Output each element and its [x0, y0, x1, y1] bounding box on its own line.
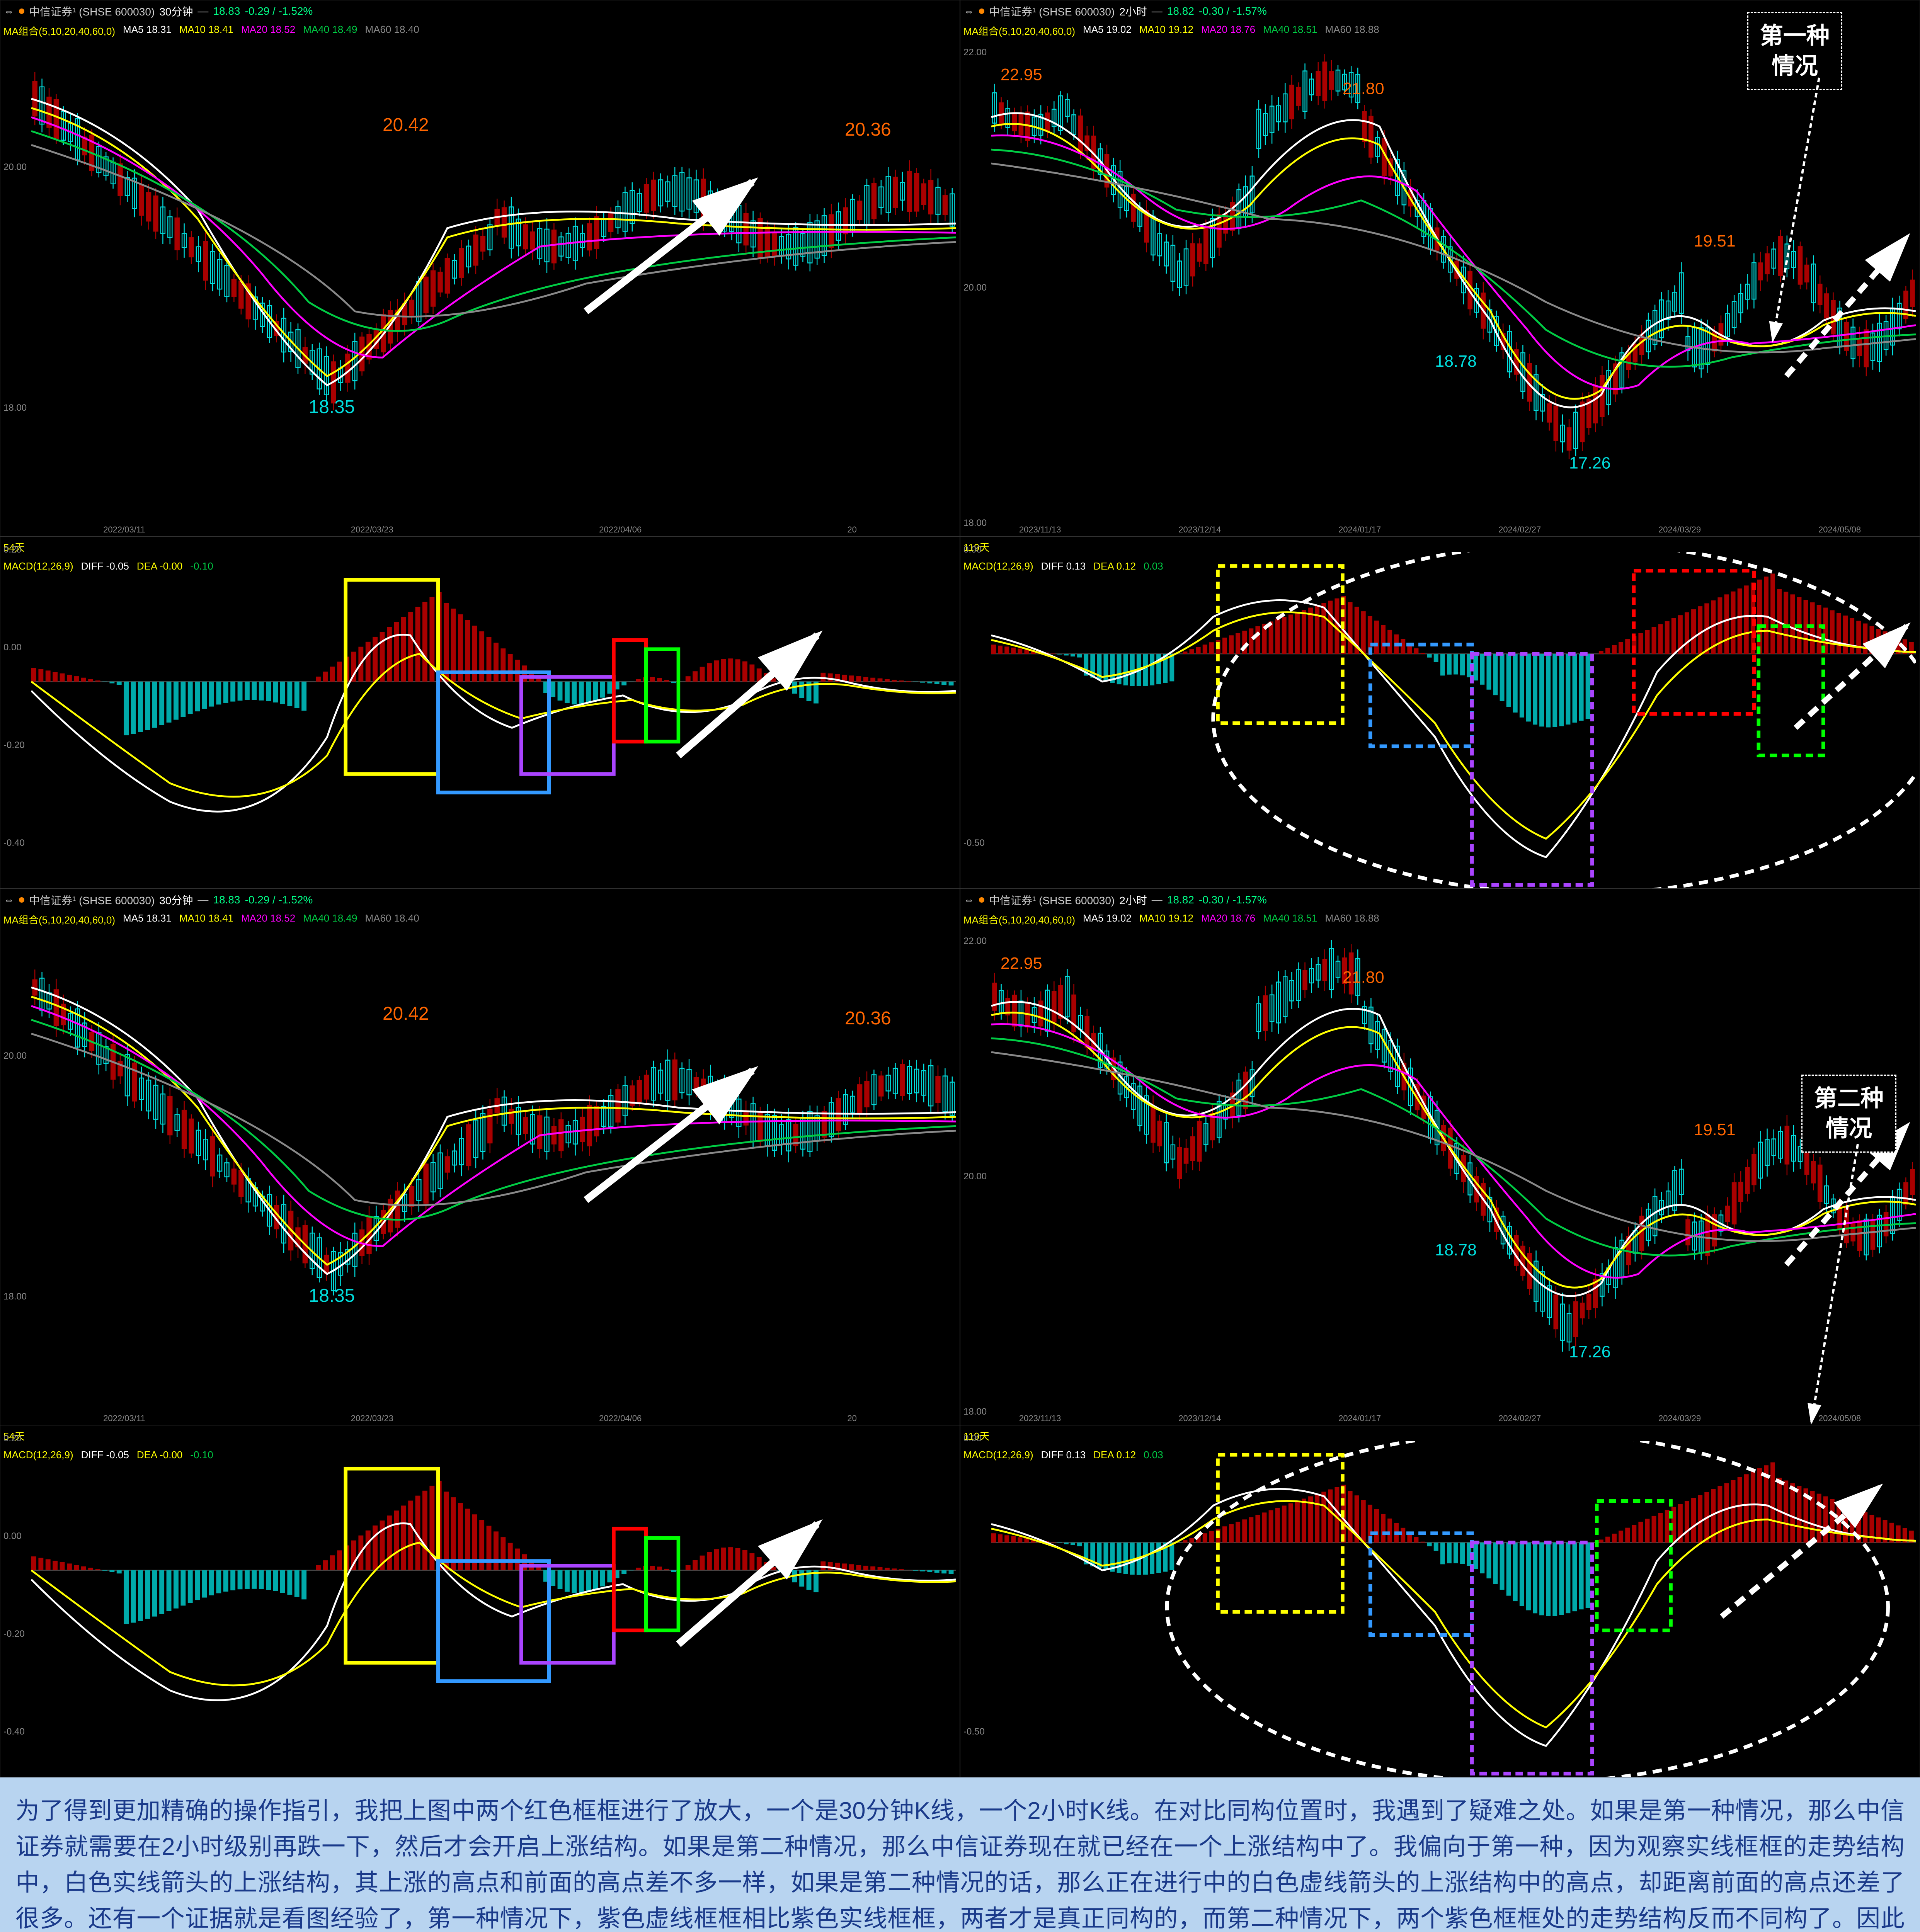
panel-2h-bottom: ⇔ 中信证券¹ (SHSE 600030) 2小时 — 18.82 -0.30 … [960, 889, 1920, 1777]
scenario-1-label: 第一种 情况 [1747, 12, 1842, 90]
svg-text:20.36: 20.36 [845, 1008, 891, 1029]
timeframe: 30分钟 [159, 3, 193, 19]
svg-text:17.26: 17.26 [1569, 1342, 1611, 1361]
macd-tl[interactable]: 54天 MACD(12,26,9) DIFF -0.05 DEA -0.00 -… [0, 537, 960, 856]
candles-svg-tr: 22.95 21.80 18.78 19.51 17.26 [991, 43, 1916, 505]
macd-svg [31, 552, 956, 889]
svg-text:18.78: 18.78 [1435, 352, 1477, 371]
macd-svg-tr [991, 552, 1916, 889]
high-label: 20.42 [383, 115, 429, 135]
svg-text:21.80: 21.80 [1343, 968, 1384, 987]
svg-text:20.42: 20.42 [383, 1003, 429, 1024]
svg-text:17.26: 17.26 [1569, 454, 1611, 472]
x-axis: 2022/03/11 2022/03/23 2022/04/06 20 [0, 525, 960, 535]
panel-30min-top: ⇔ 中信证券¹ (SHSE 600030) 30分钟 — 18.83 -0.29… [0, 0, 960, 889]
macd-bl[interactable]: 54天 MACD(12,26,9) DIFF -0.05 DEA -0.00 -… [0, 1425, 960, 1745]
svg-text:19.51: 19.51 [1694, 232, 1736, 250]
high2-label: 20.36 [845, 119, 891, 140]
symbol: 中信证券¹ (SHSE 600030) [29, 3, 155, 19]
panel-2h-top: ⇔ 中信证券¹ (SHSE 600030) 2小时 — 18.82 -0.30 … [960, 0, 1920, 889]
price-chart-br[interactable]: 22.00 20.00 18.00 22.95 21.80 18.78 19.5… [960, 928, 1920, 1425]
macd-br[interactable]: 119天 MACD(12,26,9) DIFF 0.13 DEA 0.12 0.… [960, 1425, 1920, 1745]
svg-text:18.35: 18.35 [309, 1286, 355, 1306]
ma-line-tl: MA组合(5,10,20,40,60,0) MA5 18.31 MA10 18.… [0, 22, 960, 39]
price-chart-tl[interactable]: 20.00 18.00 20.42 18.35 [0, 39, 960, 537]
svg-text:22.95: 22.95 [1001, 66, 1042, 84]
panel-30min-bottom: ⇔ 中信证券¹ (SHSE 600030) 30分钟 — 18.83 -0.29… [0, 889, 960, 1777]
svg-text:22.95: 22.95 [1001, 954, 1042, 973]
candles-svg: 20.42 18.35 20.36 [31, 43, 956, 505]
commentary-text: 为了得到更加精确的操作指引，我把上图中两个红色框框进行了放大，一个是30分钟K线… [0, 1777, 1920, 1932]
chart-grid: ⇔ 中信证券¹ (SHSE 600030) 30分钟 — 18.83 -0.29… [0, 0, 1920, 1777]
price-chart-tr[interactable]: 22.00 20.00 18.00 22.95 21.80 18.78 19.5… [960, 39, 1920, 537]
header-tl: ⇔ 中信证券¹ (SHSE 600030) 30分钟 — 18.83 -0.29… [0, 0, 960, 22]
scenario-2-label: 第二种 情况 [1801, 1075, 1896, 1153]
price: 18.83 [213, 5, 240, 17]
svg-text:19.51: 19.51 [1694, 1121, 1736, 1139]
svg-text:21.80: 21.80 [1343, 80, 1384, 98]
y-axis: 20.00 18.00 [3, 39, 34, 536]
macd-tr[interactable]: 119天 MACD(12,26,9) DIFF 0.13 DEA 0.12 0.… [960, 537, 1920, 856]
svg-text:18.78: 18.78 [1435, 1241, 1477, 1259]
price-chart-bl[interactable]: 20.00 18.00 20.42 18.35 20.36 2022/03/11… [0, 928, 960, 1425]
change: -0.29 / -1.52% [245, 5, 313, 17]
macd-y-axis: 0.20 0.00 -0.20 -0.40 [3, 537, 34, 856]
low-label: 18.35 [309, 397, 355, 417]
